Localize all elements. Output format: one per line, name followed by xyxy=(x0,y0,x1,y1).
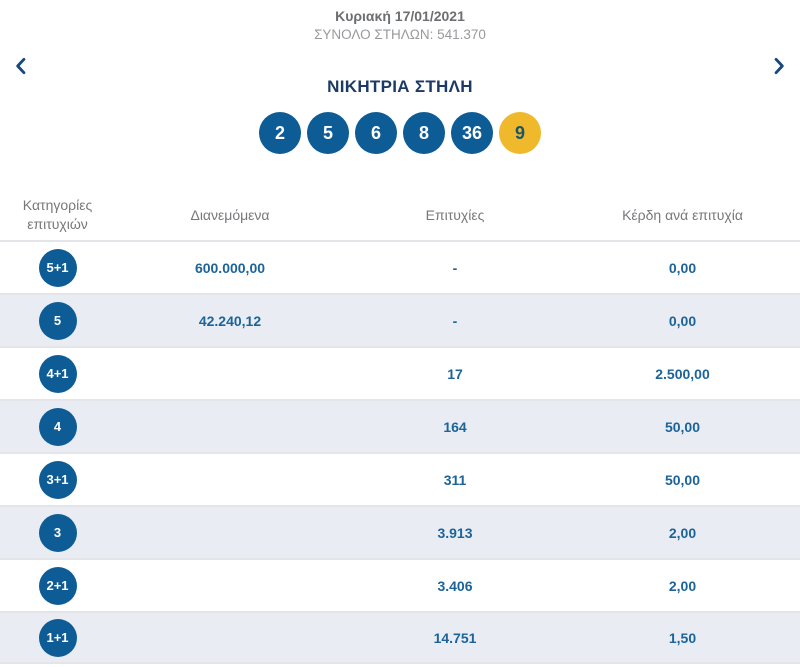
payout-cell: 2,00 xyxy=(668,577,697,594)
table-row: 5+1 600.000,00 - 0,00 xyxy=(0,240,800,293)
category-badge: 3 xyxy=(38,513,77,552)
winners-cell: - xyxy=(452,312,458,329)
table-row: 4 164 50,00 xyxy=(0,399,800,452)
total-columns-count: ΣΥΝΟΛΟ ΣΤΗΛΩΝ: 541.370 xyxy=(314,27,486,42)
chevron-left-icon xyxy=(11,56,31,79)
payout-cell: 50,00 xyxy=(664,418,701,435)
winners-cell: 17 xyxy=(447,365,463,382)
column-header-winners: Επιτυχίες xyxy=(425,206,485,223)
winners-cell: 3.913 xyxy=(437,524,473,541)
winning-number-ball: 8 xyxy=(403,112,445,154)
table-row: 3+1 311 50,00 xyxy=(0,452,800,505)
winning-number-ball: 5 xyxy=(307,112,349,154)
table-header-row: Κατηγορίες επιτυχιών Διανεμόμενα Επιτυχί… xyxy=(0,190,800,240)
category-cell: 3 xyxy=(0,513,115,552)
table-row: 4+1 17 2.500,00 xyxy=(0,346,800,399)
column-header-distributed: Διανεμόμενα xyxy=(190,206,270,223)
prize-categories-table: Κατηγορίες επιτυχιών Διανεμόμενα Επιτυχί… xyxy=(0,190,800,664)
payout-cell: 2.500,00 xyxy=(655,365,710,382)
column-header-payout: Κέρδη ανά επιτυχία xyxy=(622,206,743,223)
winners-cell: 3.406 xyxy=(437,577,473,594)
column-header-category: Κατηγορίες επιτυχιών xyxy=(22,197,93,232)
winning-column-title: ΝΙΚΗΤΡΙΑ ΣΤΗΛΗ xyxy=(327,77,473,96)
winners-cell: 164 xyxy=(443,418,467,435)
draw-header: Κυριακή 17/01/2021 ΣΥΝΟΛΟ ΣΤΗΛΩΝ: 541.37… xyxy=(0,0,800,44)
winners-cell: 311 xyxy=(443,471,467,488)
winners-cell: 14.751 xyxy=(433,629,477,646)
category-cell: 4 xyxy=(0,407,115,446)
category-badge: 4 xyxy=(38,407,77,446)
payout-cell: 0,00 xyxy=(668,259,697,276)
payout-cell: 50,00 xyxy=(664,471,701,488)
winners-cell: - xyxy=(452,259,458,276)
next-draw-button[interactable] xyxy=(762,50,796,84)
chevron-right-icon xyxy=(769,56,789,79)
winning-number-ball: 2 xyxy=(259,112,301,154)
category-badge: 5 xyxy=(38,301,77,340)
category-badge: 4+1 xyxy=(38,354,77,393)
table-body: 5+1 600.000,00 - 0,00 5 42.240,12 - 0,00 4+1 17 2.… xyxy=(0,240,800,664)
category-cell: 5+1 xyxy=(0,248,115,287)
winning-number-ball: 6 xyxy=(355,112,397,154)
category-badge: 1+1 xyxy=(38,618,77,657)
distributed-cell: 600.000,00 xyxy=(194,259,266,276)
joker-number-ball: 9 xyxy=(499,112,541,154)
table-row: 2+1 3.406 2,00 xyxy=(0,558,800,611)
winning-numbers: 2 5 6 8 36 9 xyxy=(0,112,800,154)
payout-cell: 1,50 xyxy=(668,629,697,646)
category-badge: 3+1 xyxy=(38,460,77,499)
payout-cell: 2,00 xyxy=(668,524,697,541)
category-cell: 5 xyxy=(0,301,115,340)
previous-draw-button[interactable] xyxy=(4,50,38,84)
table-row: 3 3.913 2,00 xyxy=(0,505,800,558)
category-cell: 1+1 xyxy=(0,618,115,657)
category-cell: 3+1 xyxy=(0,460,115,499)
category-cell: 2+1 xyxy=(0,566,115,605)
table-row: 1+1 14.751 1,50 xyxy=(0,611,800,664)
distributed-cell: 42.240,12 xyxy=(198,312,262,329)
table-row: 5 42.240,12 - 0,00 xyxy=(0,293,800,346)
payout-cell: 0,00 xyxy=(668,312,697,329)
winning-number-ball: 36 xyxy=(451,112,493,154)
category-badge: 5+1 xyxy=(38,248,77,287)
draw-date: Κυριακή 17/01/2021 xyxy=(335,8,465,24)
category-cell: 4+1 xyxy=(0,354,115,393)
category-badge: 2+1 xyxy=(38,566,77,605)
